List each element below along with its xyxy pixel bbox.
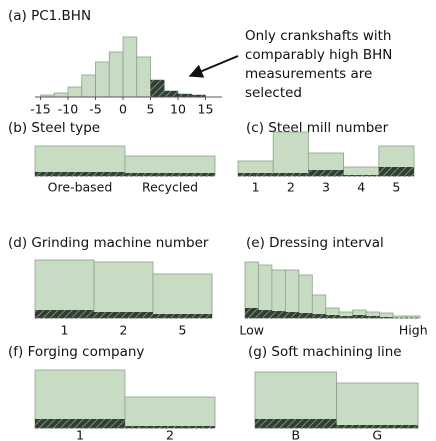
annotation: measurements are xyxy=(245,66,372,82)
bar xyxy=(34,369,126,429)
x-tick-label: 1 xyxy=(61,323,69,338)
x-tick-label: 5 xyxy=(179,323,187,338)
annotation: selected xyxy=(245,85,302,101)
selected-bar xyxy=(343,175,379,176)
selected-bar xyxy=(271,311,286,318)
selected-bar xyxy=(94,312,153,318)
selected-bar xyxy=(366,316,380,318)
selected-bar xyxy=(325,315,340,318)
x-tick-label: B xyxy=(291,428,300,441)
bar xyxy=(124,396,216,429)
annotation: comparably high BHN xyxy=(245,47,392,63)
bar xyxy=(108,51,124,98)
selected-bar xyxy=(238,173,274,176)
selected-bar xyxy=(35,172,125,176)
selected-bar xyxy=(308,170,344,176)
x-tick-label: 2 xyxy=(120,323,128,338)
panel-title: (c) Steel mill number xyxy=(246,120,389,136)
x-tick-label: 5 xyxy=(392,180,400,195)
selected-bar xyxy=(378,167,414,176)
bar xyxy=(254,371,337,429)
x-tick-label: -15 xyxy=(30,102,50,117)
x-tick-label: 10 xyxy=(170,102,186,117)
bar xyxy=(284,269,300,319)
x-tick-label: 1 xyxy=(252,180,260,195)
panel-title: (a) PC1.BHN xyxy=(8,8,91,24)
bar xyxy=(34,259,95,319)
x-tick-label: Ore-based xyxy=(48,180,113,195)
selected-bar xyxy=(245,308,259,318)
x-tick-label: High xyxy=(399,323,428,338)
selected-bar xyxy=(336,425,418,428)
selected-bar xyxy=(191,95,206,97)
x-tick-label: 4 xyxy=(357,180,365,195)
bar xyxy=(136,56,151,98)
bar xyxy=(67,86,83,98)
x-tick-label: Low xyxy=(239,323,264,338)
bar xyxy=(93,261,154,319)
selected-bar xyxy=(125,426,215,428)
panel-title: (d) Grinding machine number xyxy=(8,235,209,251)
bar xyxy=(271,269,286,319)
selected-bar xyxy=(352,315,367,318)
selected-bar xyxy=(178,94,192,97)
selected-bar xyxy=(35,310,94,318)
selected-bar xyxy=(150,80,165,97)
x-tick-label: Recycled xyxy=(142,180,198,195)
x-tick-label: 15 xyxy=(198,102,214,117)
x-tick-label: 5 xyxy=(147,102,155,117)
x-tick-label: 0 xyxy=(119,102,127,117)
arrow xyxy=(188,55,239,78)
selected-bar xyxy=(255,419,337,428)
bar xyxy=(298,274,313,319)
selected-bar xyxy=(125,173,215,176)
x-tick-label: -5 xyxy=(89,102,101,117)
bar xyxy=(53,92,69,98)
selected-bar xyxy=(298,313,313,318)
panel-title: (g) Soft machining line xyxy=(248,344,402,360)
bar xyxy=(122,36,138,98)
x-tick-label: 3 xyxy=(322,180,330,195)
bar xyxy=(406,315,421,319)
x-tick-label: G xyxy=(372,428,382,441)
bar xyxy=(152,273,213,319)
selected-bar xyxy=(164,91,178,97)
selected-bar xyxy=(258,310,272,318)
panel-title: (b) Steel type xyxy=(8,120,100,136)
x-tick-label: -10 xyxy=(58,102,78,117)
bar xyxy=(336,382,419,429)
x-tick-label: 2 xyxy=(287,180,295,195)
selected-bar xyxy=(35,419,125,428)
selected-bar xyxy=(273,173,309,176)
x-tick-label: 1 xyxy=(76,428,84,441)
panel-title: (f) Forging company xyxy=(8,344,144,360)
x-tick-label: 2 xyxy=(166,428,174,441)
bar xyxy=(34,145,126,177)
bar xyxy=(95,61,110,98)
panel-title: (e) Dressing interval xyxy=(246,235,384,251)
bar xyxy=(81,74,96,98)
selected-bar xyxy=(339,316,353,318)
selected-bar xyxy=(312,314,326,318)
selected-bar xyxy=(285,312,299,318)
bar xyxy=(272,131,309,177)
annotation: Only crankshafts with xyxy=(245,28,391,44)
selected-bar xyxy=(153,314,212,318)
bar xyxy=(343,166,380,177)
